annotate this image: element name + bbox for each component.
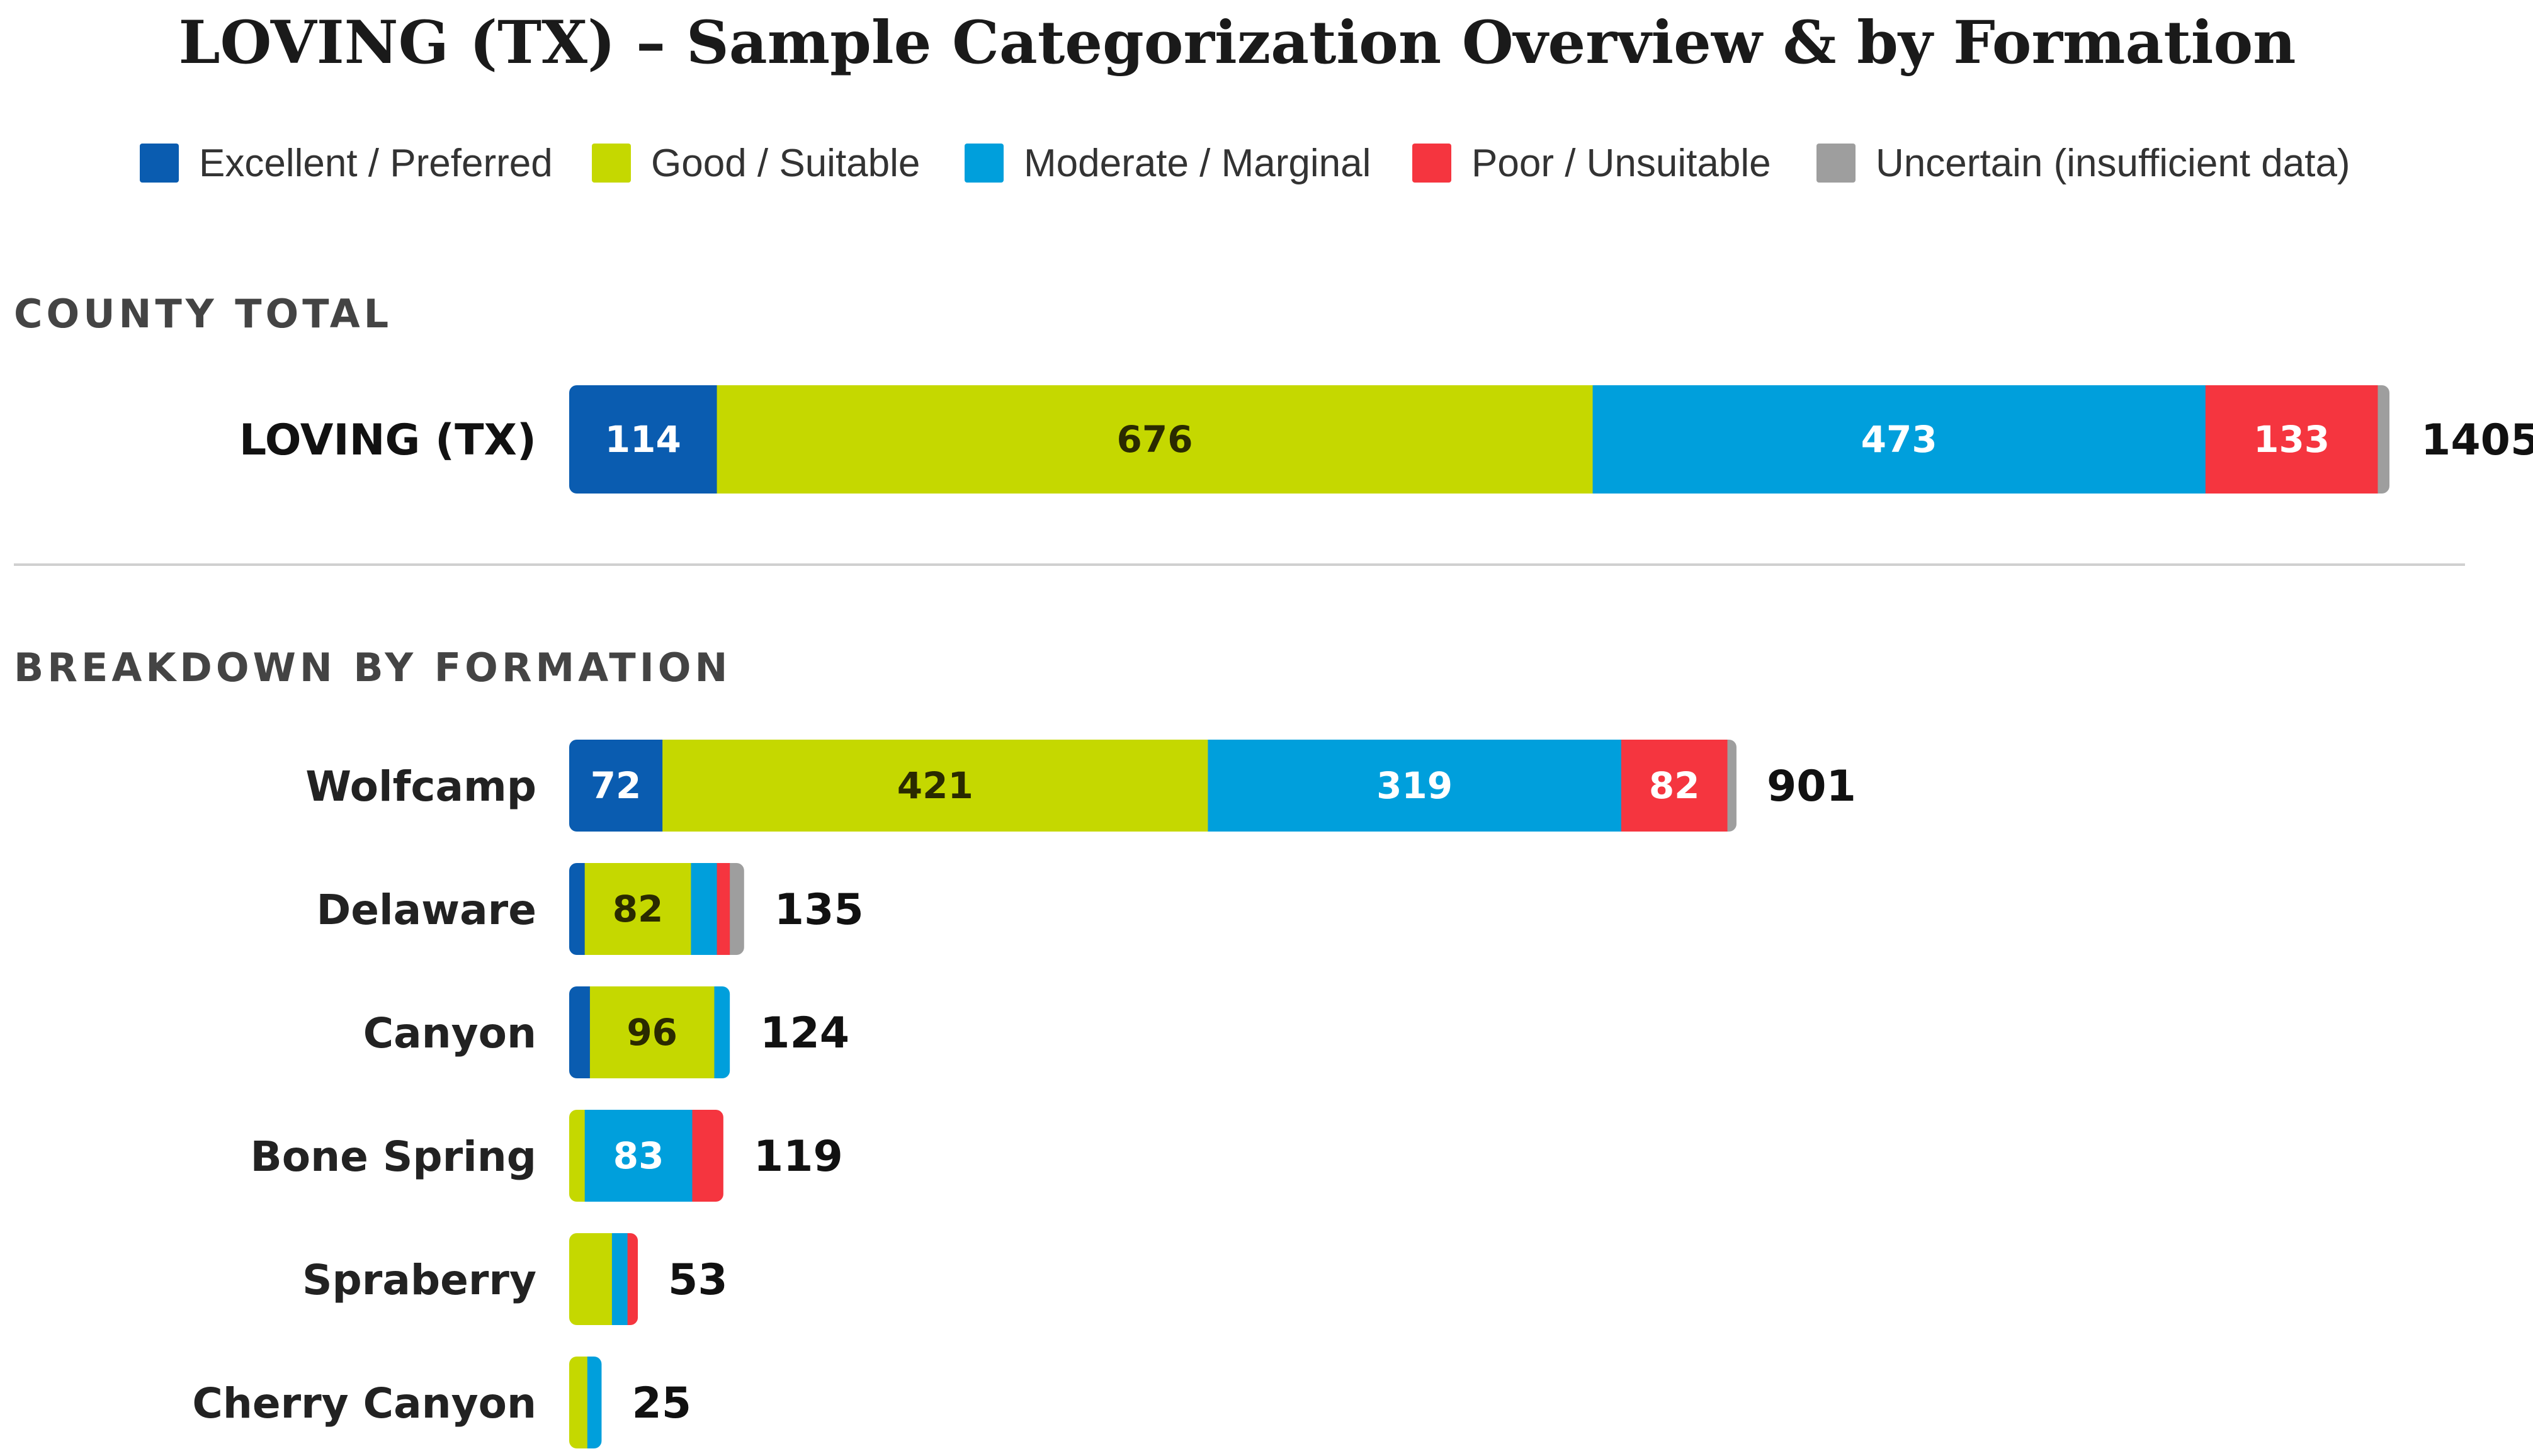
formation-wolfcamp-segment-label-0: 72 xyxy=(591,764,642,807)
formation-cherry-canyon-segment-1 xyxy=(569,1357,588,1448)
legend-swatch-0 xyxy=(140,144,179,183)
county-label: LOVING (TX) xyxy=(239,415,536,465)
formation-delaware-segment-0 xyxy=(569,863,586,955)
formation-spraberry-label: Spraberry xyxy=(302,1256,536,1304)
county-segment-label-0: 114 xyxy=(605,418,681,461)
formation-delaware-segment-label-1: 82 xyxy=(613,888,664,930)
formation-spraberry-total: 53 xyxy=(668,1255,728,1305)
county-segment-2 xyxy=(1592,385,2206,494)
formation-cherry-canyon-label: Cherry Canyon xyxy=(192,1379,536,1428)
county-segment-label-1: 676 xyxy=(1117,418,1193,461)
formation-cherry-canyon-segment-2 xyxy=(587,1357,602,1448)
formation-delaware-total: 135 xyxy=(774,885,864,935)
formation-spraberry-segment-1 xyxy=(569,1233,613,1325)
formation-canyon-segment-label-1: 96 xyxy=(626,1011,677,1054)
legend-label-1: Good / Suitable xyxy=(651,142,920,185)
formation-bone-spring-segment-3 xyxy=(692,1110,723,1202)
county-total: 1405 xyxy=(2421,415,2533,465)
formation-delaware-segment-3 xyxy=(717,863,730,955)
formation-cherry-canyon-total: 25 xyxy=(632,1379,691,1428)
formation-wolfcamp-segment-4 xyxy=(1727,740,1737,832)
formation-wolfcamp-segment-label-2: 319 xyxy=(1376,764,1453,807)
formation-rows: Wolfcamp 72 421 319 82 901 Delaware 82 135 Canyon… xyxy=(192,740,1856,1448)
chart-title: LOVING (TX) – Sample Categorization Over… xyxy=(178,8,2296,77)
formation-wolfcamp-segment-3 xyxy=(1621,740,1728,832)
formation-bone-spring-segment-label-2: 83 xyxy=(613,1134,664,1177)
formation-delaware-segment-2 xyxy=(691,863,718,955)
formation-canyon-segment-1 xyxy=(589,986,715,1078)
formation-bone-spring-label: Bone Spring xyxy=(250,1132,536,1181)
county-row: LOVING (TX) 114 676 473 133 1405 xyxy=(239,385,2533,494)
formation-wolfcamp-total: 901 xyxy=(1767,762,1856,811)
formation-canyon-segment-2 xyxy=(714,986,730,1078)
county-section-label: COUNTY TOTAL xyxy=(14,291,392,337)
formation-wolfcamp-segment-label-3: 82 xyxy=(1649,764,1700,807)
county-segment-3 xyxy=(2205,385,2378,494)
legend-label-0: Excellent / Preferred xyxy=(199,142,553,185)
formation-bone-spring-segment-1 xyxy=(569,1110,586,1202)
formation-wolfcamp-segment-0 xyxy=(569,740,663,832)
formation-wolfcamp-segment-label-1: 421 xyxy=(897,764,973,807)
formation-canyon-label: Canyon xyxy=(363,1009,536,1058)
formation-canyon-total: 124 xyxy=(760,1008,849,1058)
legend-label-2: Moderate / Marginal xyxy=(1024,142,1371,185)
county-segment-1 xyxy=(717,385,1594,494)
formation-delaware-segment-4 xyxy=(730,863,744,955)
legend-label-4: Uncertain (insufficient data) xyxy=(1876,142,2350,185)
formation-wolfcamp-segment-2 xyxy=(1208,740,1622,832)
formation-delaware-label: Delaware xyxy=(316,886,536,934)
legend: Excellent / Preferred Good / Suitable Mode… xyxy=(140,142,2350,185)
formation-delaware-segment-1 xyxy=(584,863,691,955)
formation-spraberry-segment-2 xyxy=(611,1233,628,1325)
formation-wolfcamp-segment-1 xyxy=(662,740,1208,832)
legend-swatch-4 xyxy=(1816,144,1856,183)
legend-label-3: Poor / Unsuitable xyxy=(1471,142,1771,185)
formation-bone-spring-total: 119 xyxy=(754,1132,843,1182)
county-segment-0 xyxy=(569,385,718,494)
legend-swatch-1 xyxy=(592,144,631,183)
formation-wolfcamp-label: Wolfcamp xyxy=(305,762,536,811)
county-segment-label-3: 133 xyxy=(2253,418,2330,461)
county-segment-4 xyxy=(2377,385,2389,494)
legend-swatch-3 xyxy=(1412,144,1451,183)
formation-bone-spring-segment-2 xyxy=(584,1110,693,1202)
county-segment-label-2: 473 xyxy=(1861,418,1937,461)
formation-section-label: BREAKDOWN BY FORMATION xyxy=(14,645,731,691)
formation-spraberry-segment-3 xyxy=(627,1233,638,1325)
formation-canyon-segment-0 xyxy=(569,986,591,1078)
legend-swatch-2 xyxy=(965,144,1004,183)
